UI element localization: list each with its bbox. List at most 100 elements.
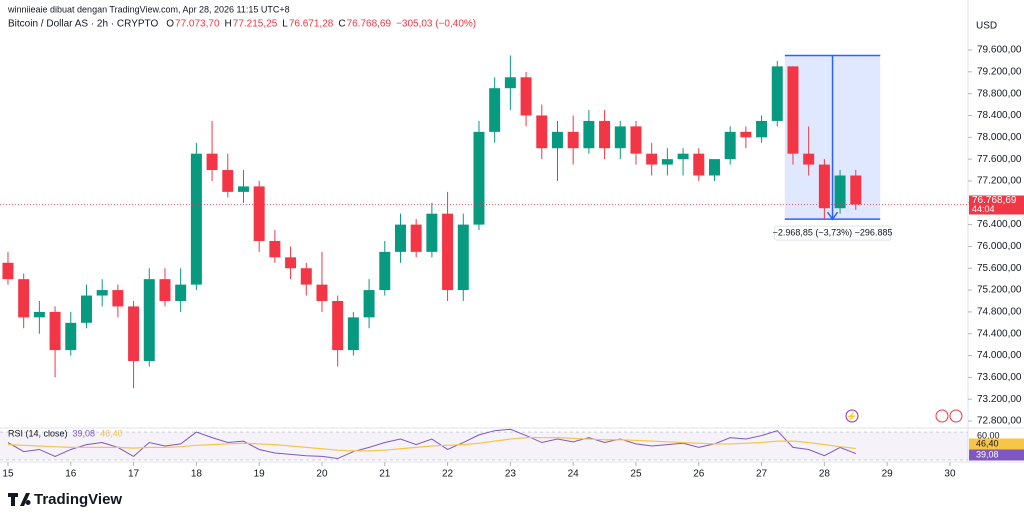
x-tick-label: 22	[442, 469, 454, 480]
candle-body	[646, 153, 658, 165]
y-tick-label: 78.000,00	[977, 132, 1022, 143]
candle-body	[426, 213, 438, 252]
rsi-upper-label: 60,00	[977, 430, 1000, 440]
measure-label-box	[774, 225, 892, 241]
candle-body	[2, 262, 14, 280]
event-icon	[935, 409, 949, 423]
candle-body	[96, 290, 108, 296]
x-tick-label: 16	[65, 469, 77, 480]
x-tick-label: 18	[191, 469, 203, 480]
ohlc-value: 76.768,69	[347, 19, 392, 30]
candle-body	[442, 213, 454, 291]
rsi-line	[7, 437, 856, 452]
y-tick-label: 77.600,00	[977, 154, 1022, 165]
candle-body	[583, 120, 595, 149]
y-tick-label: 73.200,00	[977, 394, 1022, 405]
candle-body	[677, 153, 689, 160]
candle-body	[394, 224, 406, 252]
candle-body	[740, 131, 752, 138]
candle-body	[473, 131, 485, 225]
candle-body	[756, 120, 768, 138]
x-tick-label: 17	[128, 469, 140, 480]
x-tick-label: 27	[756, 469, 768, 480]
countdown: 44:04	[972, 204, 995, 214]
candle-body	[818, 164, 830, 209]
y-tick-label: 75.200,00	[977, 285, 1022, 296]
y-tick-label: 78.800,00	[977, 88, 1022, 99]
legend-value: 46,40	[100, 428, 123, 438]
candle-body	[520, 77, 532, 116]
candle-body	[190, 153, 202, 285]
y-tick-label: 75.600,00	[977, 263, 1022, 274]
candle-body	[285, 257, 297, 269]
candle-body	[567, 131, 579, 149]
ohlc-key: C	[338, 19, 345, 30]
y-tick-label: 74.800,00	[977, 307, 1022, 318]
candle-body	[49, 311, 61, 351]
ohlc-key: O	[166, 19, 174, 30]
candle-body	[332, 300, 344, 351]
candle-body	[803, 153, 815, 165]
candle-body	[614, 126, 626, 149]
candle-body	[128, 306, 140, 361]
candle-body	[18, 279, 30, 318]
y-tick-label: 77.200,00	[977, 176, 1022, 187]
x-tick-label: 15	[2, 469, 14, 480]
x-tick-label: 23	[505, 469, 517, 480]
ohlc-value: 76.671,28	[289, 19, 334, 30]
candle-body	[300, 268, 312, 285]
x-tick-label: 28	[819, 469, 831, 480]
value-tag	[969, 449, 1024, 461]
y-tick-label: 73.600,00	[977, 372, 1022, 383]
rsi-title: RSI (14, close)	[8, 428, 68, 438]
candle-body	[363, 290, 375, 318]
ohlc-value: 77.073,70	[175, 19, 220, 30]
y-tick-label: 78.400,00	[977, 110, 1022, 121]
y-tick-label: 79.600,00	[977, 45, 1022, 56]
currency: USD	[976, 21, 997, 32]
x-tick-label: 29	[882, 469, 894, 480]
candle-body	[379, 251, 391, 291]
attribution: winniieaie dibuat dengan TradingView.com…	[7, 4, 290, 14]
candle-body	[787, 66, 799, 154]
candle-body	[599, 120, 611, 149]
candle-body	[347, 317, 359, 351]
candle-body	[410, 224, 422, 252]
y-tick-label: 72.800,00	[977, 416, 1022, 427]
x-tick-label: 30	[944, 469, 956, 480]
candle-body	[708, 159, 720, 176]
candle-body	[693, 153, 705, 176]
candle-body	[489, 88, 501, 132]
candle-body	[551, 131, 563, 149]
last-price-box	[969, 195, 1024, 215]
candle-body	[112, 290, 124, 307]
logo-text: TradingView	[34, 491, 122, 508]
candle-body	[253, 186, 265, 241]
candle-body	[771, 66, 783, 121]
legend-value: 39,08	[73, 428, 96, 438]
x-tick-label: 19	[254, 469, 266, 480]
candle-body	[175, 284, 187, 301]
price-change: −305,03 (−0,40%)	[396, 19, 476, 30]
value-tag-label: 39,08	[976, 449, 999, 459]
x-tick-label: 21	[379, 469, 391, 480]
last-price-label: 76.768,69	[972, 195, 1017, 206]
candle-body	[159, 279, 171, 301]
ohlc-key: L	[282, 19, 288, 30]
candle-body	[457, 224, 469, 291]
measure-arrowhead	[826, 211, 839, 221]
candle-body	[33, 311, 45, 318]
candle-body	[834, 175, 846, 209]
candle-body	[504, 77, 516, 89]
event-icon-glyph: ⚡	[846, 410, 857, 422]
candle-body	[143, 279, 155, 361]
logo-mark	[8, 493, 31, 506]
candle-body	[630, 126, 642, 154]
event-icon	[949, 409, 963, 423]
symbol-title: Bitcoin / Dollar AS · 2h · CRYPTO	[8, 19, 158, 30]
ohlc-value: 77.215,25	[233, 19, 278, 30]
candle-body	[222, 170, 234, 192]
x-tick-label: 26	[693, 469, 705, 480]
logo: TradingView	[8, 491, 122, 508]
candle-body	[661, 159, 673, 165]
